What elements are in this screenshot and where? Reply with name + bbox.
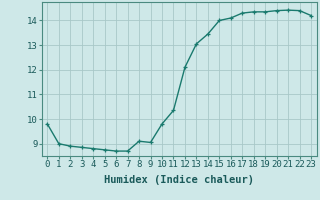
X-axis label: Humidex (Indice chaleur): Humidex (Indice chaleur) <box>104 175 254 185</box>
